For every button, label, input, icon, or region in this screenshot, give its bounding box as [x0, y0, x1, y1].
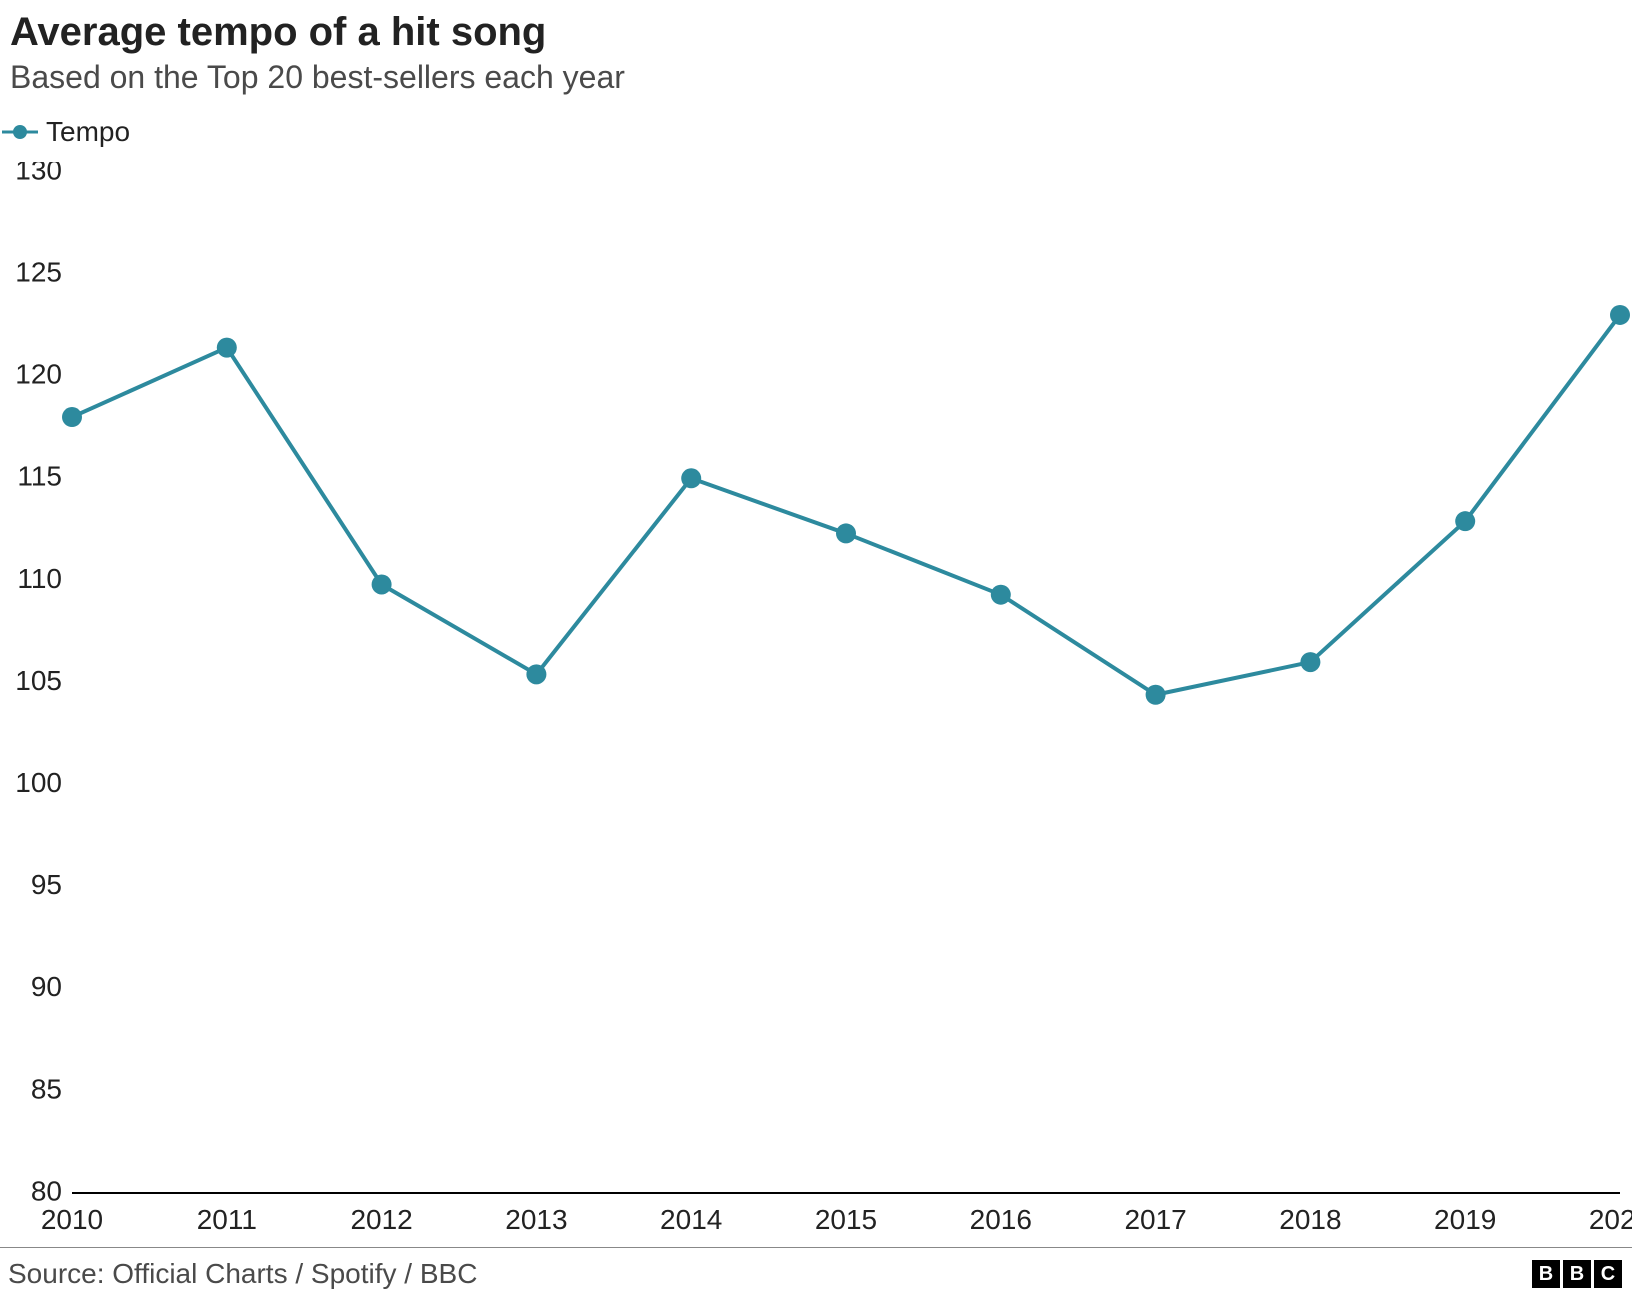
svg-text:120: 120: [15, 359, 62, 390]
chart-plot-area: 80 85 90 95 100 105 110 115 120 125 130 2010 2011 201…: [0, 162, 1632, 1247]
svg-text:130: 130: [15, 162, 62, 185]
svg-text:2012: 2012: [350, 1204, 412, 1235]
svg-text:2011: 2011: [197, 1204, 257, 1235]
legend-label: Tempo: [46, 116, 130, 148]
svg-text:2018: 2018: [1279, 1204, 1341, 1235]
svg-text:100: 100: [15, 767, 62, 798]
svg-text:2019: 2019: [1434, 1204, 1496, 1235]
svg-text:2017: 2017: [1124, 1204, 1186, 1235]
chart-footer: Source: Official Charts / Spotify / BBC …: [0, 1247, 1632, 1302]
legend-marker: [2, 125, 38, 139]
line-chart-svg: 80 85 90 95 100 105 110 115 120 125 130 2010 2011 201…: [0, 162, 1632, 1247]
chart-title: Average tempo of a hit song: [0, 10, 1632, 59]
svg-text:115: 115: [17, 461, 62, 492]
bbc-logo-letter: B: [1563, 1260, 1591, 1288]
svg-text:2020: 2020: [1589, 1204, 1632, 1235]
svg-text:125: 125: [15, 256, 62, 287]
svg-text:2013: 2013: [505, 1204, 567, 1235]
svg-text:2015: 2015: [815, 1204, 877, 1235]
chart-container: Average tempo of a hit song Based on the…: [0, 0, 1632, 1302]
legend-dot-icon: [13, 125, 27, 139]
svg-text:2014: 2014: [660, 1204, 722, 1235]
bbc-logo-letter: C: [1594, 1260, 1622, 1288]
svg-text:2016: 2016: [970, 1204, 1032, 1235]
svg-text:110: 110: [17, 563, 62, 594]
bbc-logo-letter: B: [1532, 1260, 1560, 1288]
legend: Tempo: [0, 116, 1632, 162]
svg-text:85: 85: [31, 1073, 62, 1104]
svg-text:90: 90: [31, 971, 62, 1002]
svg-text:80: 80: [31, 1175, 62, 1206]
chart-subtitle: Based on the Top 20 best-sellers each ye…: [0, 59, 1632, 116]
svg-text:95: 95: [31, 869, 62, 900]
bbc-logo: B B C: [1532, 1260, 1622, 1288]
svg-text:2010: 2010: [41, 1204, 103, 1235]
source-text: Source: Official Charts / Spotify / BBC: [8, 1258, 477, 1290]
svg-text:105: 105: [15, 665, 62, 696]
